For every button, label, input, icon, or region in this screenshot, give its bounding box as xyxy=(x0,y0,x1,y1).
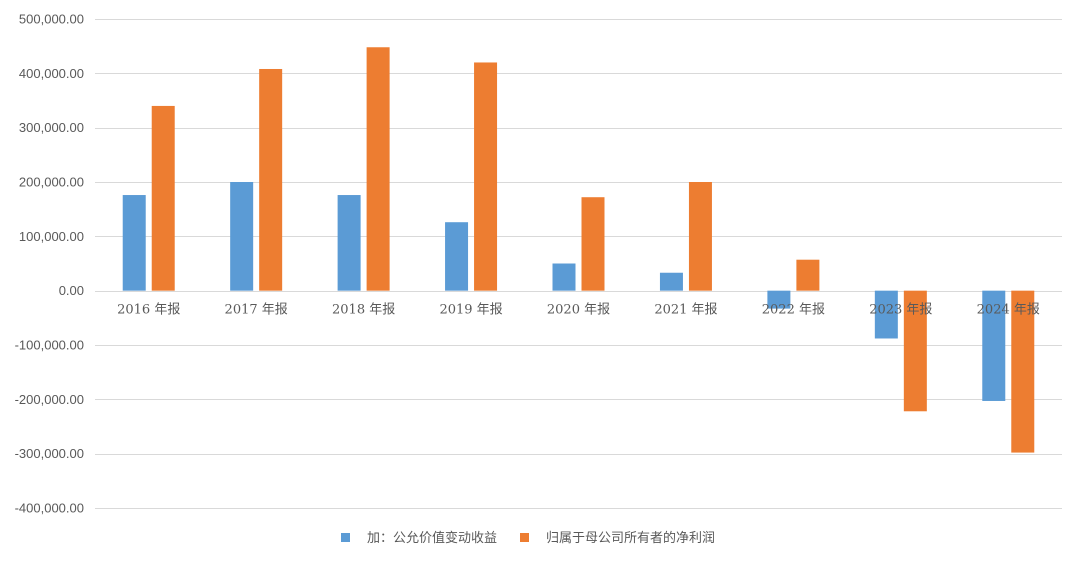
y-tick-label: -300,000.00 xyxy=(15,446,84,461)
bar-series-2 xyxy=(474,62,498,291)
bar-series-2 xyxy=(1011,290,1035,453)
y-tick-label: 100,000.00 xyxy=(19,229,84,244)
bar-series-2 xyxy=(151,105,175,291)
y-tick-label: 300,000.00 xyxy=(19,120,84,135)
legend-swatch-series-1 xyxy=(341,533,350,542)
watermark-source: 头条号 xyxy=(908,533,959,553)
y-tick-label: 0.00 xyxy=(59,283,84,298)
legend-label-series-1: 加：公允价值变动收益 xyxy=(367,530,497,546)
y-tick-label: 200,000.00 xyxy=(19,175,84,190)
bar-series-2 xyxy=(796,259,820,291)
bar-series-2 xyxy=(366,47,390,291)
x-category-label: 2022 年报 xyxy=(762,303,825,318)
bar-series-1 xyxy=(122,195,146,291)
bar-series-1 xyxy=(552,263,576,291)
watermark: 头条号 | 诗与星空 xyxy=(908,533,1052,553)
y-tick-label: 400,000.00 xyxy=(19,66,84,81)
x-category-label: 2023 年报 xyxy=(869,303,932,318)
y-axis-tick-labels: 500,000.00 400,000.00 300,000.00 200,000.00… xyxy=(15,12,84,516)
x-category-label: 2018 年报 xyxy=(332,303,395,318)
x-category-label: 2024 年报 xyxy=(977,303,1040,318)
x-axis-category-labels: 2016 年报 2017 年报 2018 年报 2019 年报 2020 年报 2021 … xyxy=(117,303,1040,318)
bar-series-2 xyxy=(688,182,712,291)
bar-series-1 xyxy=(659,272,683,291)
bar-series-1 xyxy=(767,290,791,309)
legend: 加：公允价值变动收益 归属于母公司所有者的净利润 xyxy=(341,530,715,546)
bar-series-2 xyxy=(903,290,927,412)
bar-series-2 xyxy=(581,197,605,291)
x-category-label: 2020 年报 xyxy=(547,303,610,318)
legend-label-series-2: 归属于母公司所有者的净利润 xyxy=(546,530,715,546)
legend-swatch-series-2 xyxy=(520,533,529,542)
y-tick-label: 500,000.00 xyxy=(19,12,84,27)
bar-series-1 xyxy=(337,195,361,291)
x-category-label: 2019 年报 xyxy=(439,303,502,318)
y-tick-label: -100,000.00 xyxy=(15,338,84,353)
bar-series-1 xyxy=(230,182,254,291)
watermark-separator: | xyxy=(971,533,977,553)
bar-series-1 xyxy=(982,290,1006,401)
x-category-label: 2021 年报 xyxy=(654,303,717,318)
gridlines xyxy=(95,19,1062,509)
watermark-author: 诗与星空 xyxy=(984,533,1052,553)
bars xyxy=(122,47,1035,453)
y-tick-label: -200,000.00 xyxy=(15,392,84,407)
y-tick-label: -400,000.00 xyxy=(15,501,84,516)
bar-series-1 xyxy=(874,290,898,339)
x-category-label: 2017 年报 xyxy=(225,303,288,318)
bar-series-2 xyxy=(259,68,283,291)
x-category-label: 2016 年报 xyxy=(117,303,180,318)
bar-series-1 xyxy=(445,222,469,291)
